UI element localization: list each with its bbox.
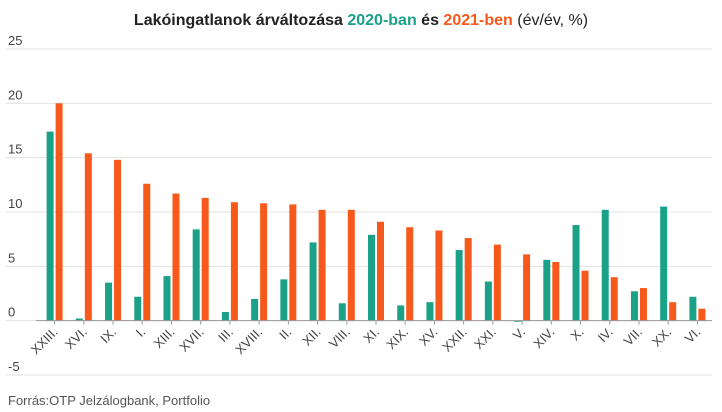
bar-2021 [435, 230, 443, 321]
x-tick-label: XXIII. [28, 324, 61, 357]
bar-2021 [347, 209, 355, 321]
title-unit: (év/év, %) [517, 12, 589, 29]
bar-2021 [669, 302, 677, 321]
title-conjunction: és [421, 12, 439, 29]
bar-2021 [523, 254, 531, 321]
bar-2020 [251, 298, 259, 321]
bar-2020 [601, 209, 609, 321]
bar-2021 [84, 153, 92, 321]
x-tick-label: XII. [299, 324, 323, 348]
x-tick-label: XXII. [439, 324, 470, 355]
title-year-2021: 2021-ben [443, 12, 513, 29]
x-tick-label: VI. [682, 324, 704, 346]
bar-2020 [280, 279, 288, 321]
x-tick-label: XI. [360, 324, 382, 346]
bar-2021 [260, 203, 268, 321]
bar-2021 [114, 159, 122, 321]
y-tick-label: 10 [8, 196, 22, 211]
x-tick-label: XX. [649, 324, 674, 349]
axes: -5 0 5 10 15 20 25 XXIII. XVI. IX. I. XIII.XVII. III… [8, 33, 712, 374]
bar-2021 [377, 221, 384, 321]
bar-2021 [610, 277, 618, 321]
x-tick-label: XVI. [62, 324, 90, 352]
x-tick-label: I. [133, 324, 149, 340]
source-note: Forrás:OTP Jelzálogbank, Portfolio [8, 393, 211, 408]
x-tick-label: XIX. [383, 324, 411, 352]
bar-2020 [368, 234, 375, 321]
bar-2020 [309, 242, 317, 321]
x-tick-label: XVIII. [232, 324, 265, 357]
x-tick-label: XV. [416, 324, 441, 349]
bar-2020 [397, 305, 405, 321]
x-tick-label: III. [215, 324, 236, 345]
x-tick-label: XXI. [471, 324, 499, 352]
bar-2020 [514, 320, 522, 322]
y-tick-label: 25 [8, 33, 22, 48]
bar-2021 [172, 193, 180, 321]
bar-2020 [134, 296, 142, 321]
bar-2021 [552, 261, 560, 321]
y-tick-label: 20 [8, 87, 22, 102]
bar-2021 [289, 204, 297, 321]
bar-2021 [639, 288, 647, 321]
x-tick-label: XIII. [151, 324, 178, 351]
bar-2020 [105, 282, 113, 321]
bar-2020 [689, 296, 697, 321]
title-year-2020: 2020-ban [347, 12, 417, 29]
y-tick-label: 5 [8, 250, 15, 265]
y-tick-label: -5 [8, 359, 20, 374]
bar-2021 [493, 244, 501, 321]
bar-2020 [455, 250, 463, 321]
bar-2020 [163, 276, 171, 321]
bar-2021 [581, 270, 589, 321]
bar-2021 [201, 197, 209, 321]
bar-2021 [55, 103, 63, 321]
x-tick-label: VII. [621, 324, 645, 348]
x-tick-label: II. [276, 324, 294, 342]
chart-title: Lakóingatlanok árváltozása 2020-ban és 2… [0, 12, 722, 30]
bar-2020 [660, 206, 668, 321]
x-tick-label: XVII. [176, 324, 207, 355]
title-main: Lakóingatlanok árváltozása [133, 12, 343, 29]
bar-2020 [543, 259, 551, 321]
bar-2021 [230, 202, 238, 321]
bar-2021 [406, 227, 414, 321]
bar-2020 [426, 302, 434, 321]
bar-2020 [572, 225, 580, 321]
y-tick-label: 15 [8, 142, 22, 157]
x-tick-label: XIV. [530, 324, 557, 351]
x-tick-label: IX. [97, 324, 119, 346]
bar-2020 [484, 281, 492, 321]
y-tick-label: 0 [8, 305, 15, 320]
bar-2021 [143, 183, 151, 321]
x-tick-label: VIII. [326, 324, 353, 351]
bar-2020 [192, 229, 200, 321]
bar-2021 [698, 308, 706, 321]
bar-2020 [46, 131, 54, 321]
bar-2020 [338, 303, 346, 321]
bars [46, 103, 706, 322]
x-tick-label: X. [567, 324, 586, 343]
x-tick-label: IV. [595, 324, 616, 345]
bar-2020 [630, 291, 638, 321]
bar-2021 [464, 238, 472, 321]
bar-2020 [221, 311, 229, 321]
bar-2020 [75, 318, 83, 321]
x-tick-label: V. [510, 324, 528, 342]
bar-2021 [318, 209, 326, 321]
